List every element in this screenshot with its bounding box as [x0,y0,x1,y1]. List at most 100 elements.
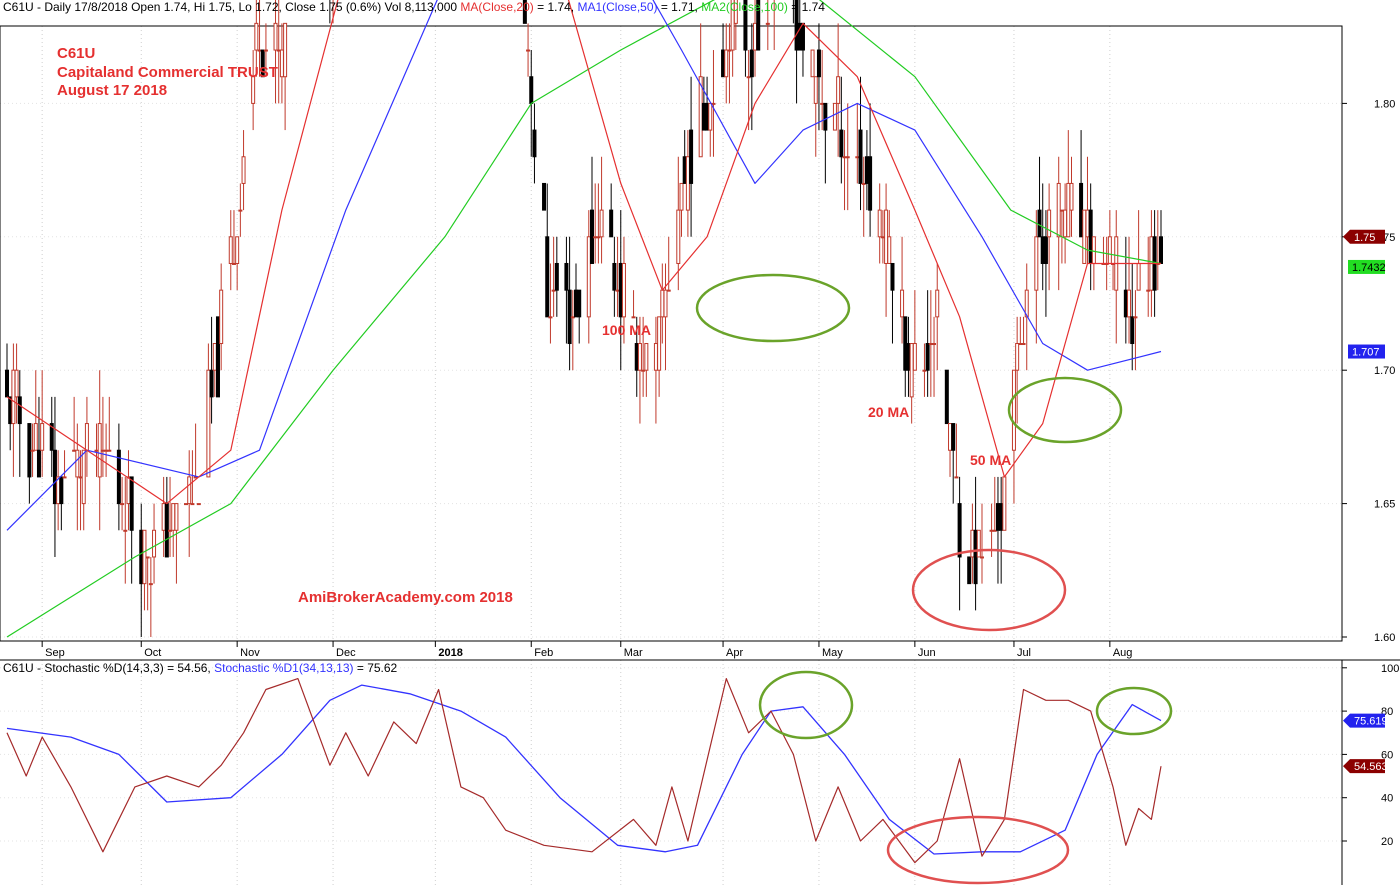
moving-average-lines [6,0,1162,638]
red-ellipse-june-low [911,548,1067,632]
candle-body [532,129,537,158]
candle-body [1066,182,1071,238]
candle-body [577,289,582,318]
candle-body [215,316,220,398]
candle-body [187,476,192,505]
candle-body [1015,343,1020,371]
candle-body [1024,289,1029,318]
candle-body [14,369,19,398]
candle-body [637,343,642,371]
candle-body [1082,209,1087,264]
candle-body [641,369,646,372]
stoch-fast-line [6,678,1162,864]
candle-body [72,449,77,452]
candle-body [1088,209,1093,264]
candle-body [887,236,892,264]
candle-body [864,156,869,184]
candle-body [832,102,837,131]
candle-body [1069,182,1074,211]
ma50-tag-bg [1348,344,1385,359]
candle-body [1040,236,1045,264]
title-date: August 17 2018 [57,82,167,99]
candle-body [251,76,256,104]
candle-body [164,503,169,558]
candle-body [810,49,815,78]
candle-body [621,262,626,318]
header-part-1: MA(Close,20) [460,0,533,14]
candle-body [1063,209,1068,238]
ma50-line [6,0,1162,531]
candle-body [574,289,579,318]
candle-body [1159,236,1163,264]
x-tick-label: Dec [336,647,356,659]
candle-body [152,529,157,558]
candle-body [845,156,850,159]
y-tick-label: 1.60 [1374,632,1395,644]
candle-body [1123,289,1128,318]
candle-body [746,76,751,79]
price-candles [5,0,1163,637]
candle-body [593,236,598,239]
candle-body [618,262,623,318]
candle-body [749,49,754,78]
candle-body [257,49,262,52]
green-ellipse-july-top [1007,376,1123,444]
candle-body [657,316,662,371]
x-tick-label: Jul [1017,647,1031,659]
candle-body [184,503,189,506]
candle-body [880,236,885,239]
candle-body [753,22,758,51]
label-50ma: 50 MA [970,452,1011,468]
ma100-tag: 1.7432 [1352,262,1386,274]
candle-body [954,476,959,479]
candle-body [1037,209,1042,238]
candle-body [989,529,994,532]
candle-body [1130,316,1135,345]
candle-body [564,262,569,291]
candle-body [800,22,805,51]
title-name: Capitaland Commercial TRUST [57,64,278,81]
price-tags: 1.75 1.7432 1.707 75.6197 54.5634 [1343,229,1394,774]
grid-lines [0,26,1342,885]
candle-body [1146,289,1151,292]
candle-body [27,423,32,478]
last-price-tag: 1.75 [1354,232,1375,244]
stochastic-header: C61U - Stochastic %D(14,3,3) = 54.56, St… [3,661,398,675]
candle-body [551,289,556,292]
green-ellipse-april-top [695,273,851,343]
candle-body [586,236,591,318]
candle-body [283,22,288,78]
candle-body [823,102,828,131]
ma50-tag: 1.707 [1352,347,1380,359]
label-20ma: 20 MA [868,404,909,420]
stoch-tick-label: 40 [1381,793,1393,805]
candle-body [689,129,694,184]
candle-body [81,449,86,505]
candle-body [631,316,636,319]
candle-body [174,503,179,531]
candle-body [925,343,930,371]
candle-body [17,396,22,425]
header-part-2: = 1.74, [534,0,578,14]
candle-body [999,503,1004,531]
candle-body [922,369,927,372]
x-tick-label: Apr [726,647,743,659]
candle-body [120,503,125,506]
candle-body [263,49,268,52]
candle-body [1021,343,1026,346]
candle-body [858,129,863,184]
candle-body [842,156,847,159]
candle-body [84,423,89,451]
candle-body [1002,476,1007,531]
stoch-fast-tag: 54.5634 [1354,761,1394,773]
candle-body [765,22,770,25]
candle-body [1034,236,1039,291]
candle-body [900,289,905,318]
header-part-4: = 1.71, [658,0,702,14]
candle-body [912,343,917,371]
candle-body [932,343,937,346]
candle-body [212,343,217,371]
candle-body [241,156,246,184]
green-ellipse-stoch-april [758,670,854,740]
